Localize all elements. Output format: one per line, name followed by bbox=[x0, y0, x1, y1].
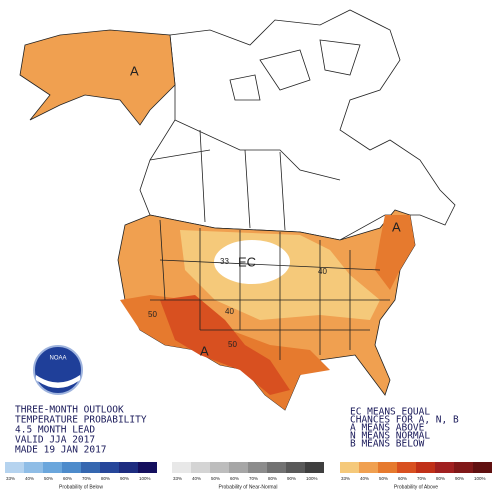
legend-tick: 60% bbox=[63, 476, 72, 481]
legend-swatch bbox=[248, 462, 267, 473]
legend-tick: 50% bbox=[211, 476, 220, 481]
legend-tick: 70% bbox=[82, 476, 91, 481]
legend-tick: 50% bbox=[44, 476, 53, 481]
legend-swatch bbox=[81, 462, 100, 473]
legend-swatch bbox=[473, 462, 492, 473]
northeast-above-50 bbox=[375, 215, 415, 290]
us-above-60 bbox=[160, 295, 290, 395]
legend-swatch bbox=[100, 462, 119, 473]
state-borders bbox=[150, 219, 390, 360]
legend-swatch bbox=[5, 462, 24, 473]
legend-caption: Probability of Above bbox=[394, 484, 438, 490]
legend-swatch bbox=[210, 462, 229, 473]
key-line: EC MEANS EQUAL bbox=[350, 407, 430, 418]
info-line: THREE-MONTH OUTLOOK bbox=[15, 405, 124, 416]
legend-tick: 100% bbox=[139, 476, 151, 481]
legend-tick: 40% bbox=[192, 476, 201, 481]
legend-swatch bbox=[191, 462, 210, 473]
contour-label: 40 bbox=[225, 307, 234, 316]
legend-swatch bbox=[397, 462, 416, 473]
contour-label: 50 bbox=[148, 310, 157, 319]
key-line: A MEANS ABOVE bbox=[350, 423, 425, 434]
key-line: B MEANS BELOW bbox=[350, 439, 425, 450]
legend-swatch bbox=[359, 462, 378, 473]
legend-swatch bbox=[43, 462, 62, 473]
contour-label: 40 bbox=[318, 267, 327, 276]
legend-tick: 60% bbox=[398, 476, 407, 481]
legend-tick: 40% bbox=[25, 476, 34, 481]
region-label: A bbox=[130, 63, 139, 78]
legend-tick: 33% bbox=[341, 476, 350, 481]
info-line: MADE 19 JAN 2017 bbox=[15, 445, 107, 456]
legend-tick: 100% bbox=[474, 476, 486, 481]
region-label: A bbox=[392, 219, 401, 234]
legend-tick: 50% bbox=[379, 476, 388, 481]
contour-label: 33 bbox=[220, 257, 229, 266]
legend-swatch bbox=[172, 462, 191, 473]
legend-tick: 60% bbox=[230, 476, 239, 481]
legend-tick: 80% bbox=[436, 476, 445, 481]
alaska-above bbox=[19, 29, 176, 126]
legend-swatch bbox=[138, 462, 157, 473]
legend: 33% 40% 50% 60% 70% 80% 90% 100% Probability of … bbox=[5, 462, 492, 490]
legend-swatch bbox=[416, 462, 435, 473]
continent-outline bbox=[139, 9, 456, 241]
info-line: 4.5 MONTH LEAD bbox=[15, 425, 95, 436]
legend-tick: 100% bbox=[306, 476, 318, 481]
region-label: A bbox=[200, 343, 209, 358]
legend-tick: 33% bbox=[173, 476, 182, 481]
arctic-islands bbox=[229, 39, 361, 101]
legend-swatch bbox=[454, 462, 473, 473]
legend-tick: 70% bbox=[249, 476, 258, 481]
province-border bbox=[149, 119, 341, 231]
key-line: CHANCES FOR A, N, B bbox=[350, 415, 459, 426]
legend-caption: Probability of Near-Normal bbox=[219, 484, 278, 490]
equal-chances bbox=[214, 240, 290, 284]
legend-tick: 40% bbox=[360, 476, 369, 481]
info-line: TEMPERATURE PROBABILITY bbox=[15, 415, 147, 426]
legend-tick: 90% bbox=[455, 476, 464, 481]
legend-tick: 70% bbox=[417, 476, 426, 481]
legend-tick: 80% bbox=[268, 476, 277, 481]
legend-swatch bbox=[229, 462, 248, 473]
noaa-logo-wave bbox=[36, 375, 80, 388]
region-label: EC bbox=[238, 254, 256, 269]
noaa-logo-text: NOAA bbox=[49, 356, 66, 362]
contour-label: 50 bbox=[228, 340, 237, 349]
legend-tick: 90% bbox=[287, 476, 296, 481]
legend-swatch bbox=[24, 462, 43, 473]
info-line: VALID JJA 2017 bbox=[15, 435, 95, 446]
legend-swatch bbox=[435, 462, 454, 473]
key-line: N MEANS NORMAL bbox=[350, 431, 430, 442]
legend-tick: 80% bbox=[101, 476, 110, 481]
legend-swatch bbox=[286, 462, 305, 473]
legend-swatch bbox=[62, 462, 81, 473]
legend-caption: Probability of Below bbox=[59, 484, 103, 490]
legend-tick: 90% bbox=[120, 476, 129, 481]
legend-swatch bbox=[378, 462, 397, 473]
legend-tick: 33% bbox=[6, 476, 15, 481]
legend-swatch bbox=[305, 462, 324, 473]
legend-swatch bbox=[119, 462, 138, 473]
legend-swatch bbox=[340, 462, 359, 473]
legend-swatch bbox=[267, 462, 286, 473]
